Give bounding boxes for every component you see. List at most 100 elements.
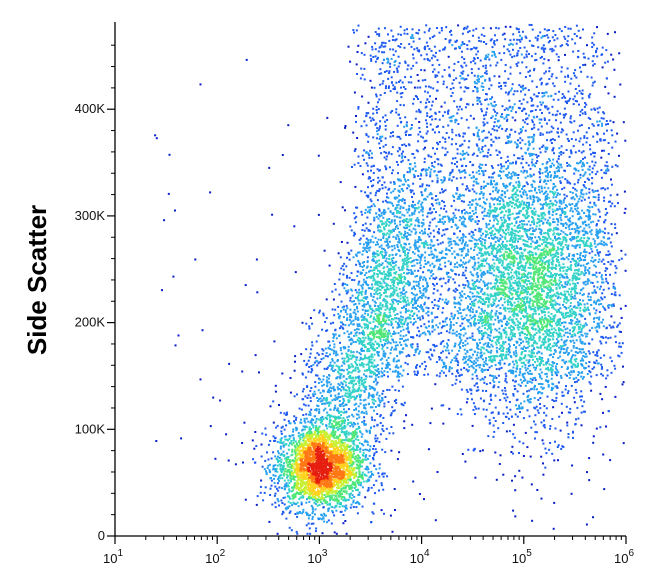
data-point <box>463 221 465 223</box>
data-point <box>541 126 543 128</box>
data-point <box>512 433 514 435</box>
data-point <box>368 489 370 491</box>
data-point <box>562 446 564 448</box>
data-point <box>493 417 495 419</box>
data-point <box>456 166 458 168</box>
data-point <box>576 407 578 409</box>
data-point <box>505 174 507 176</box>
data-point <box>357 51 359 53</box>
data-point <box>457 226 459 228</box>
data-point <box>516 43 518 45</box>
data-point <box>467 343 469 345</box>
data-point <box>464 344 466 346</box>
data-point <box>381 400 383 402</box>
data-point <box>418 121 420 123</box>
data-point <box>529 370 531 372</box>
data-point <box>526 101 528 103</box>
data-point <box>235 463 237 465</box>
data-point <box>427 58 429 60</box>
data-point <box>495 115 497 117</box>
data-point <box>584 256 586 258</box>
data-point <box>482 89 484 91</box>
data-point <box>540 104 542 106</box>
data-point <box>414 253 416 255</box>
data-point <box>392 35 394 37</box>
data-point <box>603 241 605 243</box>
data-point <box>580 390 582 392</box>
data-point <box>366 469 368 471</box>
data-point <box>398 81 400 83</box>
data-point <box>500 163 502 165</box>
data-point <box>456 379 458 381</box>
data-point <box>478 257 480 259</box>
data-point <box>388 324 390 326</box>
data-point <box>386 428 388 430</box>
data-point <box>414 270 416 272</box>
data-point <box>469 337 471 339</box>
data-point <box>349 61 351 63</box>
data-point <box>544 180 546 182</box>
data-point <box>608 307 610 309</box>
data-point <box>274 455 276 457</box>
data-point <box>390 136 392 138</box>
data-point <box>466 44 468 46</box>
data-point <box>555 93 557 95</box>
data-point <box>490 98 492 100</box>
data-point <box>527 147 529 149</box>
data-point <box>591 257 593 259</box>
data-point <box>323 521 325 523</box>
data-point <box>439 119 441 121</box>
data-point <box>500 116 502 118</box>
data-point <box>356 207 358 209</box>
data-point <box>563 117 565 119</box>
data-point <box>588 350 590 352</box>
data-point <box>390 450 392 452</box>
data-point <box>483 35 485 37</box>
data-point <box>568 164 570 166</box>
data-point <box>445 148 447 150</box>
data-point <box>283 451 285 453</box>
data-point <box>465 340 467 342</box>
data-point <box>507 137 509 139</box>
data-point <box>621 352 623 354</box>
data-point <box>440 164 442 166</box>
data-point <box>562 359 564 361</box>
data-point <box>451 315 453 317</box>
data-point <box>465 277 467 279</box>
data-point <box>576 190 578 192</box>
data-point <box>344 324 346 326</box>
data-point <box>394 509 396 511</box>
data-point <box>486 137 488 139</box>
data-point <box>366 413 368 415</box>
data-point <box>504 387 506 389</box>
data-point <box>598 259 600 261</box>
data-point <box>411 231 413 233</box>
data-point <box>500 59 502 61</box>
data-point <box>507 174 509 176</box>
data-point <box>275 506 277 508</box>
data-point <box>472 104 474 106</box>
data-point <box>601 177 603 179</box>
data-point <box>522 126 524 128</box>
data-point <box>500 88 502 90</box>
data-point <box>266 473 268 475</box>
data-point <box>456 322 458 324</box>
data-point <box>443 190 445 192</box>
data-point <box>334 362 336 364</box>
data-point <box>577 352 579 354</box>
data-point <box>462 342 464 344</box>
data-point <box>571 350 573 352</box>
data-point <box>490 344 492 346</box>
data-point <box>284 503 286 505</box>
data-point <box>268 167 270 169</box>
data-point <box>482 197 484 199</box>
data-point <box>403 144 405 146</box>
data-point <box>597 244 599 246</box>
data-point <box>549 171 551 173</box>
data-point <box>401 144 403 146</box>
data-point <box>579 338 581 340</box>
data-point <box>419 365 421 367</box>
data-point <box>383 374 385 376</box>
data-point <box>338 279 340 281</box>
data-point <box>457 362 459 364</box>
